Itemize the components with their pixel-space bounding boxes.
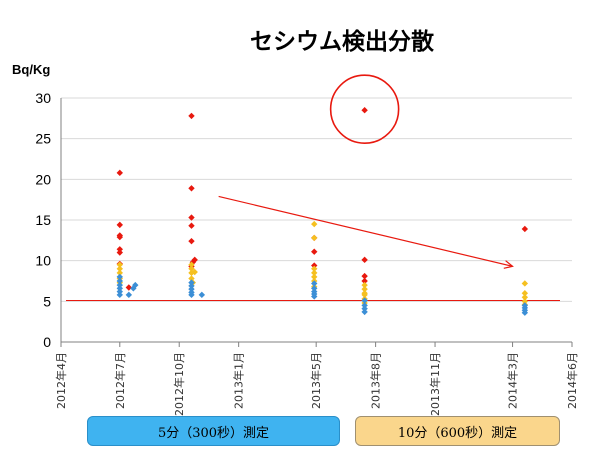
- period-10min-label: 10分（600秒）測定: [397, 425, 518, 441]
- trend-arrow: [218, 195, 513, 267]
- data-point: [311, 265, 318, 272]
- data-point: [521, 294, 529, 301]
- period-5min-box: 5分（300秒）測定: [87, 416, 340, 446]
- data-point: [188, 185, 195, 192]
- data-point: [116, 265, 123, 272]
- data-point: [361, 256, 368, 264]
- data-point: [361, 281, 368, 289]
- data-point: [521, 225, 529, 233]
- data-points: [116, 107, 529, 316]
- data-point: [116, 291, 123, 299]
- data-point: [521, 298, 529, 305]
- data-point: [188, 291, 195, 299]
- data-point: [188, 282, 195, 290]
- data-point: [361, 291, 368, 299]
- data-point: [116, 288, 123, 295]
- period-5min-label: 5分（300秒）測定: [157, 425, 270, 441]
- data-point: [361, 277, 368, 285]
- x-tick-label: 2014年6月: [565, 352, 579, 409]
- data-point: [191, 268, 198, 276]
- data-point: [311, 262, 318, 269]
- data-point: [311, 293, 318, 300]
- highlight-circle: [329, 74, 400, 144]
- data-point: [361, 302, 368, 309]
- x-tick-label: 2012年4月: [54, 352, 68, 409]
- grid-layer: [61, 97, 572, 343]
- data-point: [188, 265, 195, 272]
- y-tick-label: 25: [35, 131, 51, 147]
- data-point: [188, 285, 195, 293]
- x-tick-label: 2012年7月: [113, 352, 127, 409]
- period-10min-box: 10分（600秒）測定: [355, 416, 560, 446]
- data-point: [361, 305, 368, 312]
- data-point: [116, 249, 123, 256]
- y-tick-label: 10: [35, 253, 51, 269]
- y-tick-label: 30: [35, 90, 51, 106]
- data-point: [311, 280, 318, 287]
- data-point: [521, 290, 529, 297]
- data-point: [361, 272, 368, 280]
- data-point: [116, 221, 123, 229]
- data-point: [188, 275, 195, 282]
- data-point: [116, 273, 123, 281]
- data-point: [311, 269, 318, 277]
- x-tick-label: 2013年11月: [428, 352, 442, 416]
- data-point: [188, 222, 195, 229]
- annotation-layer: [218, 74, 514, 269]
- data-point: [311, 285, 318, 292]
- data-point: [125, 284, 133, 291]
- data-point: [188, 112, 195, 120]
- data-point: [116, 169, 123, 177]
- data-point: [188, 214, 195, 221]
- data-point: [188, 269, 195, 277]
- data-point: [188, 237, 195, 245]
- data-point: [361, 297, 368, 304]
- data-point: [361, 308, 368, 316]
- data-point: [521, 309, 529, 316]
- x-tick-label: 2012年10月: [172, 352, 186, 416]
- y-tick-label: 15: [35, 212, 51, 228]
- data-point: [116, 261, 123, 268]
- data-point: [116, 269, 123, 277]
- data-point: [188, 279, 195, 286]
- data-point: [311, 273, 318, 281]
- data-point: [116, 285, 123, 292]
- y-tick-label: 5: [43, 293, 51, 309]
- data-point: [521, 280, 529, 287]
- x-tick-label: 2013年1月: [232, 352, 246, 409]
- x-tick-label: 2014年3月: [506, 352, 520, 409]
- data-point: [116, 277, 123, 285]
- data-point: [311, 220, 318, 228]
- data-point: [116, 246, 123, 253]
- data-point: [361, 285, 368, 293]
- data-point: [311, 234, 318, 242]
- data-point: [132, 281, 139, 289]
- axis-layer: 0 5 10 15 20 25 30 2012年4月 2012年7月 2012年10月 2013年1…: [35, 90, 579, 416]
- y-tick-label: 0: [43, 334, 51, 350]
- data-point: [116, 233, 123, 241]
- data-point: [125, 291, 133, 299]
- y-tick-label: 20: [35, 171, 51, 187]
- x-tick-label: 2013年8月: [369, 352, 383, 409]
- y-axis-label: Bq/Kg: [12, 62, 51, 77]
- data-point: [361, 107, 368, 114]
- data-point: [116, 281, 123, 289]
- chart-title: セシウム検出分散: [250, 28, 434, 55]
- trend-arrow-head: [503, 260, 514, 269]
- data-point: [188, 261, 195, 268]
- x-tick-label: 2013年5月: [309, 352, 323, 409]
- data-point: [311, 248, 318, 255]
- data-point: [198, 291, 206, 299]
